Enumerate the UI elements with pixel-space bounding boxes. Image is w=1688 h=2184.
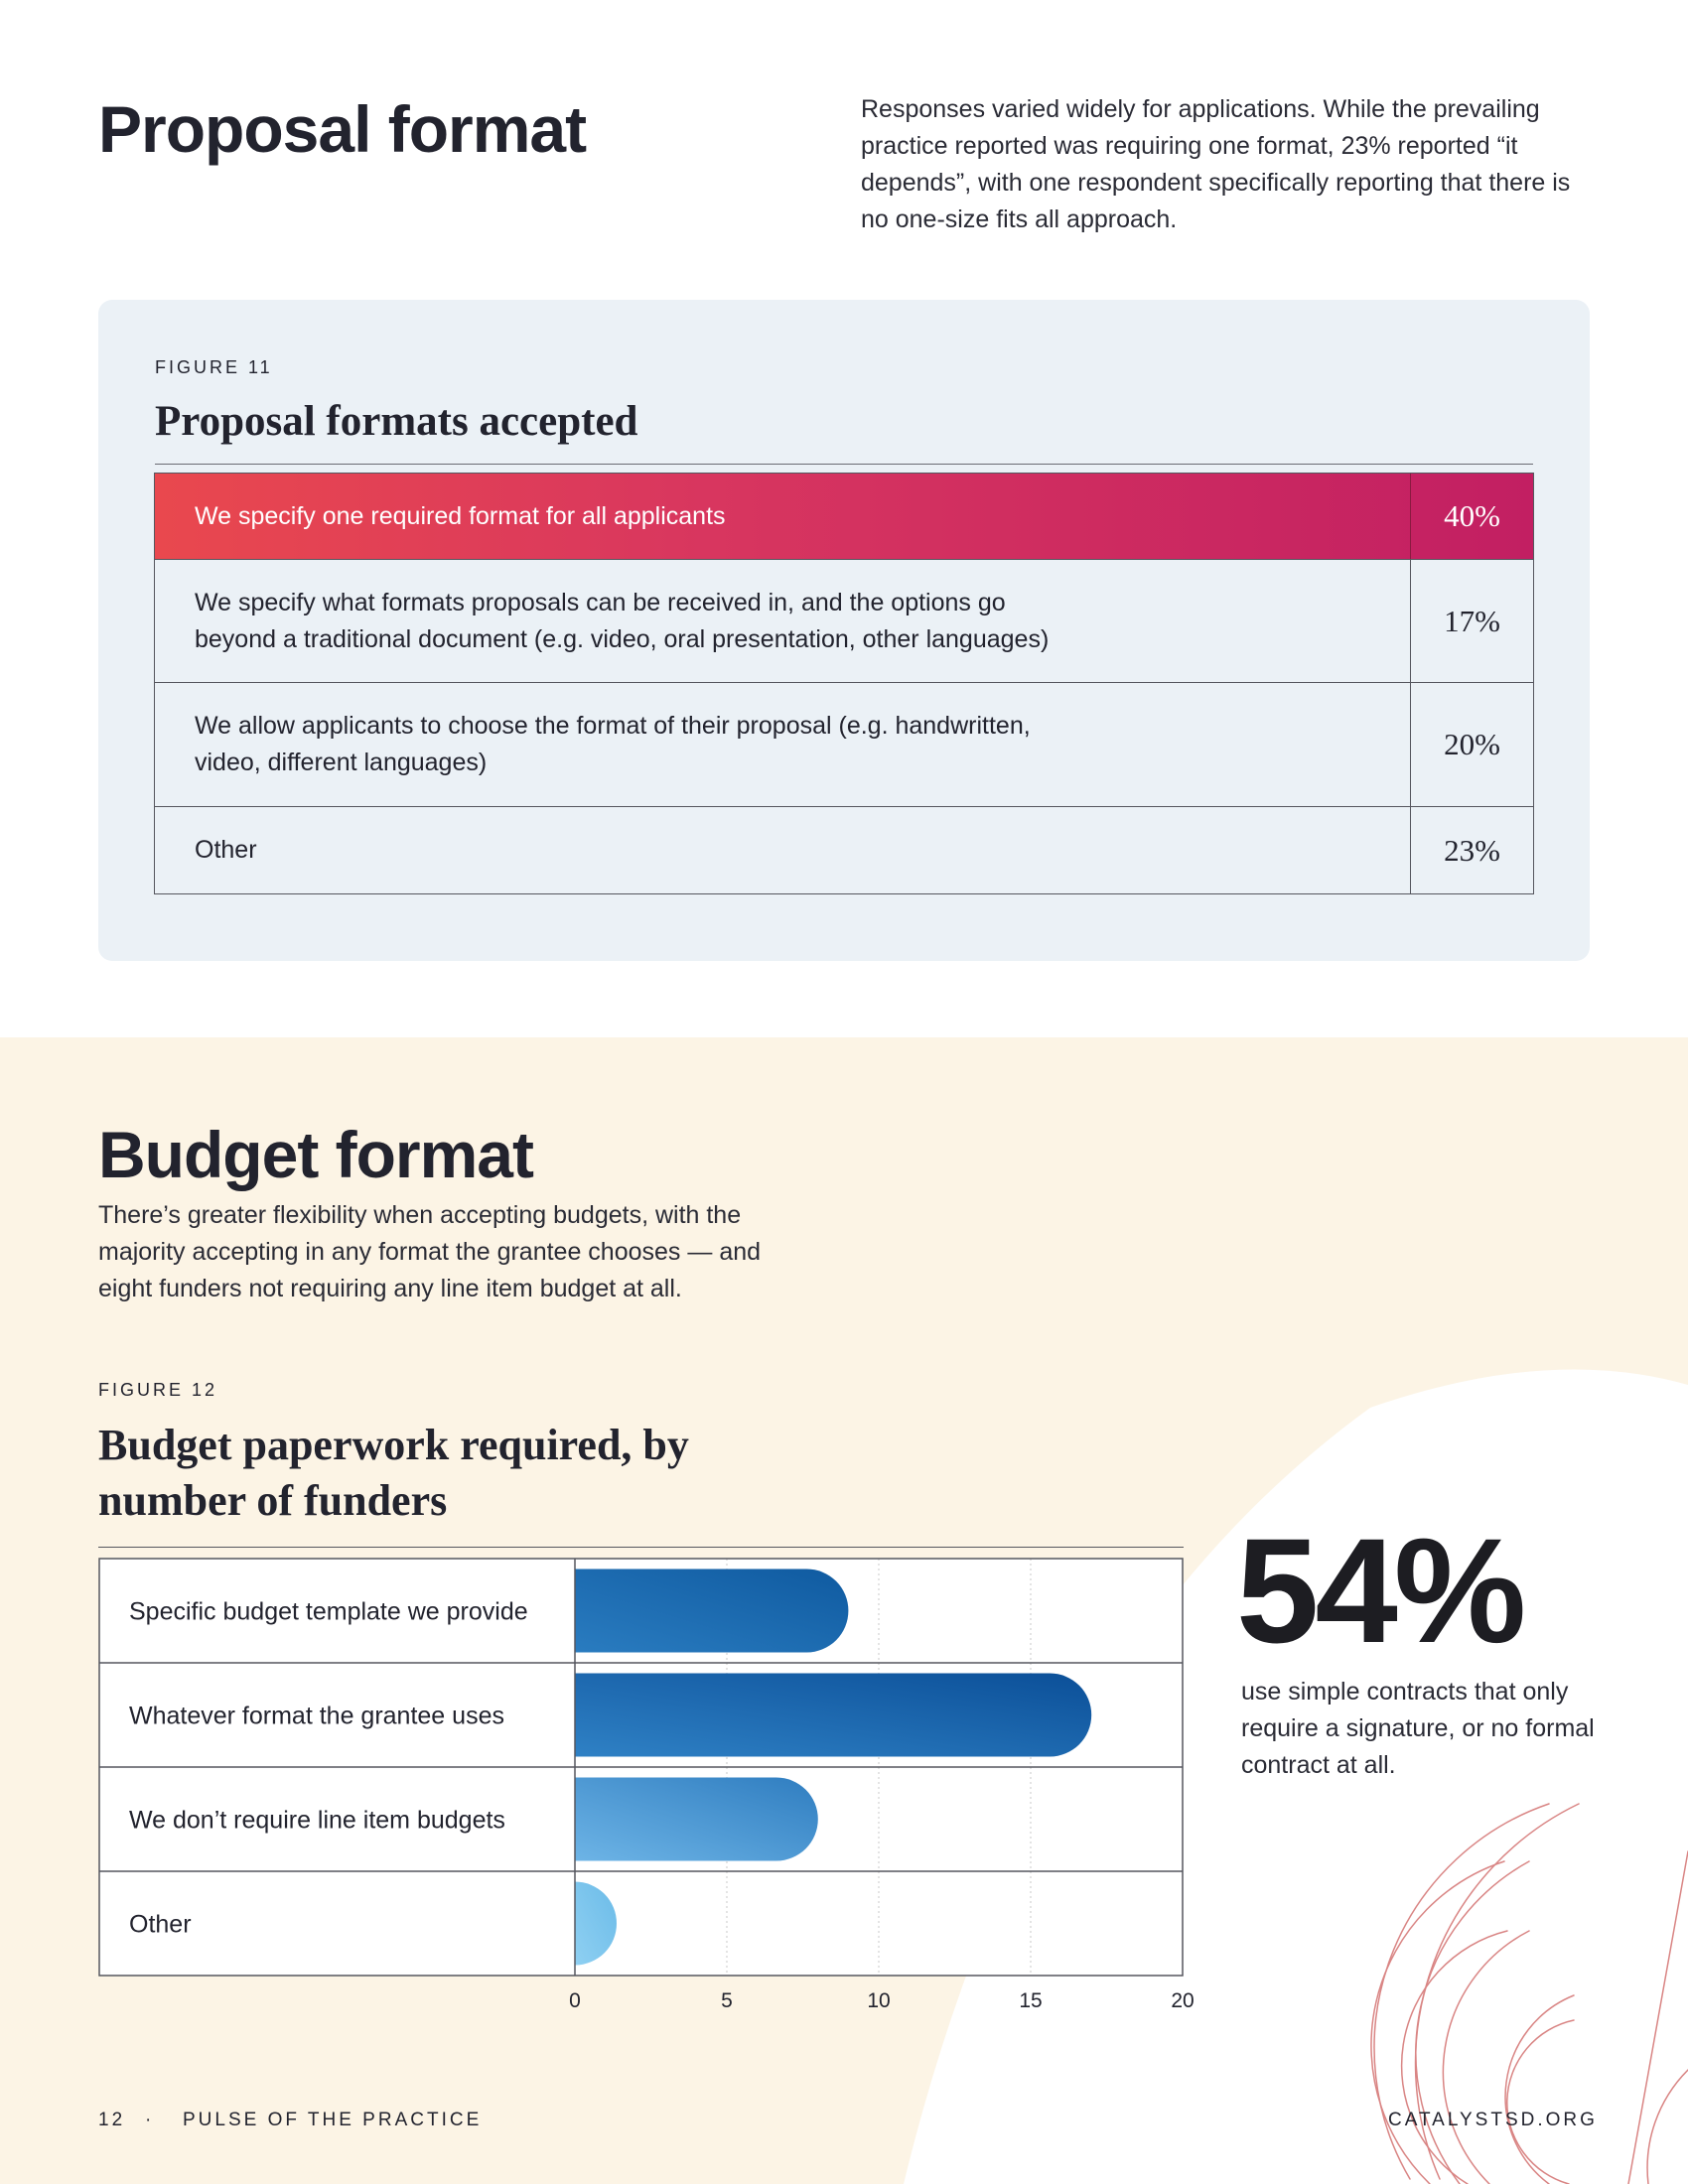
table-row: Other 23%	[155, 806, 1533, 893]
row-label: We specify what formats proposals can be…	[195, 588, 1050, 653]
chart-tick-label: 20	[1171, 1989, 1194, 2012]
footer-separator: ·	[145, 2110, 152, 2130]
chart-tick-label: 5	[721, 1989, 733, 2012]
chart-tick-label: 10	[867, 1989, 890, 2012]
row-label: We specify one required format for all a…	[195, 501, 726, 530]
chart-tick-label: 0	[569, 1989, 581, 2012]
figure-11-divider	[155, 464, 1533, 465]
figure-12-title: Budget paperwork required, by number of …	[98, 1421, 689, 1525]
row-label: We allow applicants to choose the format…	[195, 712, 1031, 776]
chart-category-label: Other	[129, 1911, 192, 1939]
figure-11-label: FIGURE 11	[155, 357, 273, 377]
figure-11-title: Proposal formats accepted	[155, 398, 638, 445]
decorative-arc-shape	[904, 1369, 1688, 2184]
figure-12-divider	[98, 1547, 1184, 1548]
figure-12-label: FIGURE 12	[98, 1380, 218, 1400]
row-value: 23%	[1410, 807, 1533, 893]
figure-11-panel	[98, 300, 1590, 961]
row-value: 17%	[1410, 560, 1533, 682]
footer-page-number: 12	[98, 2110, 126, 2130]
page-title-proposal-format: Proposal format	[98, 92, 587, 166]
chart-category-label: We don’t require line item budgets	[129, 1807, 505, 1835]
row-value: 20%	[1410, 683, 1533, 806]
stat-value: 54%	[1236, 1507, 1526, 1674]
chart-bar	[575, 1881, 617, 1966]
table-row: We allow applicants to choose the format…	[155, 682, 1533, 806]
footer-publication-name: PULSE OF THE PRACTICE	[183, 2110, 483, 2130]
chart-category-label: Specific budget template we provide	[129, 1598, 528, 1626]
concentric-arcs-decoration	[1370, 1803, 1688, 2184]
table-row: We specify what formats proposals can be…	[155, 559, 1533, 682]
row-value: 40%	[1410, 474, 1533, 559]
figure-11-table: We specify one required format for all a…	[154, 473, 1534, 894]
proposal-intro-text: Responses varied widely for applications…	[861, 95, 1571, 233]
stat-description: use simple contracts that only require a…	[1241, 1678, 1595, 1779]
chart-category-label: Whatever format the grantee uses	[129, 1703, 504, 1730]
chart-bar	[575, 1569, 849, 1653]
chart-tick-label: 15	[1019, 1989, 1042, 2012]
chart-bar	[575, 1777, 818, 1861]
row-label: Other	[195, 836, 257, 864]
chart-table-border	[98, 1558, 1184, 1977]
budget-intro-text: There’s greater flexibility when accepti…	[98, 1201, 762, 1302]
chart-bar	[575, 1673, 1092, 1757]
page-title-budget-format: Budget format	[98, 1118, 534, 1191]
footer-website-link[interactable]: CATALYSTSD.ORG	[1388, 2110, 1598, 2130]
table-row: We specify one required format for all a…	[155, 474, 1533, 559]
